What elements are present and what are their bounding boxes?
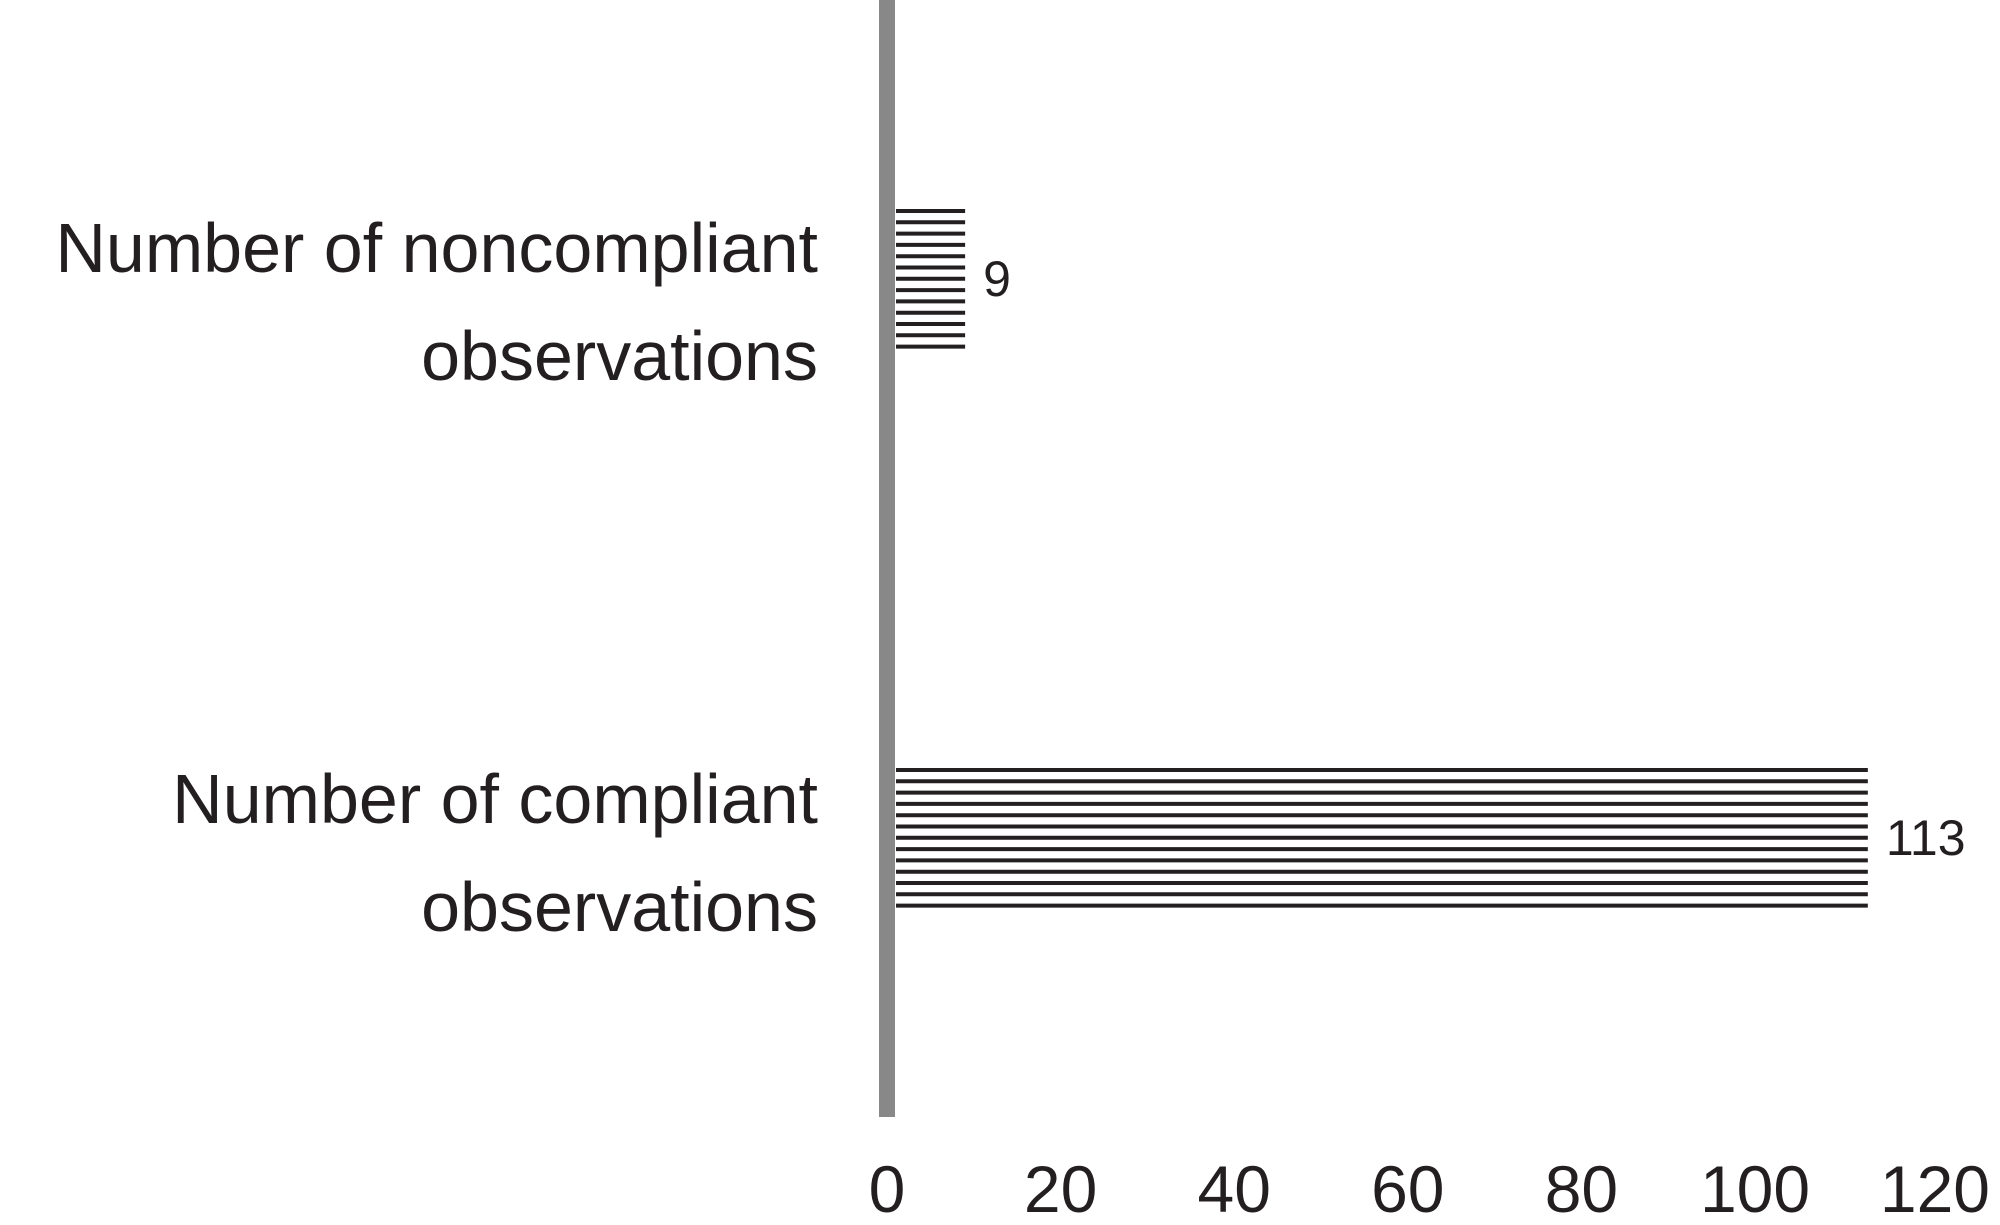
value-labels-layer: 9 113 — [983, 251, 1965, 866]
x-tick-label: 0 — [869, 1152, 906, 1225]
x-tick-label: 120 — [1880, 1152, 1990, 1225]
value-label-1: 113 — [1886, 810, 1966, 866]
bar-0 — [896, 209, 966, 349]
category-label-line: observations — [421, 868, 818, 946]
x-tick-label: 20 — [1024, 1152, 1097, 1225]
bar-1 — [896, 768, 1868, 908]
bars-layer — [896, 209, 1868, 908]
x-tick-label: 60 — [1371, 1152, 1444, 1225]
x-axis-ticks-layer: 0 20 40 60 80 100 120 — [869, 1152, 1990, 1225]
category-label-line: observations — [421, 317, 818, 395]
value-label-0: 9 — [983, 251, 1011, 307]
category-label-0: Number of noncompliant observations — [55, 209, 818, 395]
category-labels-layer: Number of noncompliant observationsNumber… — [55, 209, 818, 946]
x-tick-label: 40 — [1197, 1152, 1270, 1225]
category-label-line: Number of noncompliant — [55, 209, 818, 287]
category-label-line: Number of compliant — [172, 760, 818, 838]
x-tick-label: 100 — [1700, 1152, 1810, 1225]
x-tick-label: 80 — [1545, 1152, 1618, 1225]
category-label-1: Number of compliant observations — [172, 760, 818, 946]
